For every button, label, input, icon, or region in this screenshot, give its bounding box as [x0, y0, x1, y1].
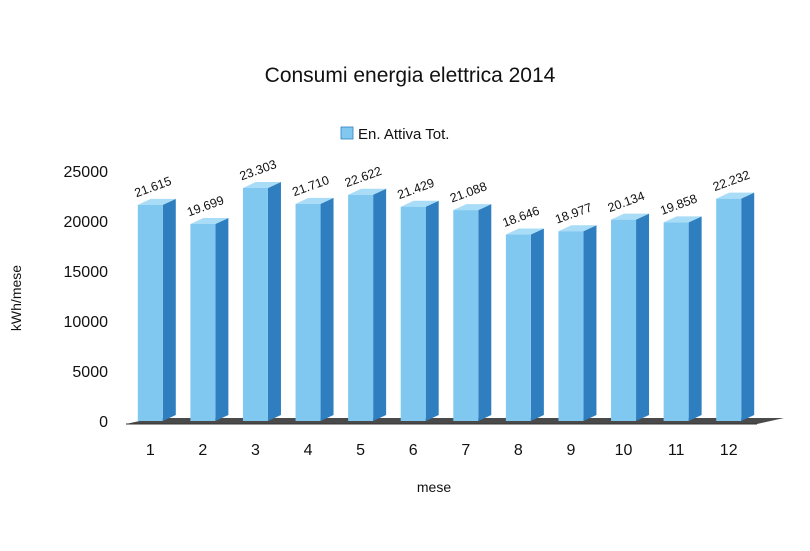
bar-12: [716, 192, 755, 421]
bar-front: [663, 222, 689, 421]
bar-front: [453, 210, 479, 421]
data-label: 21.710: [290, 173, 331, 199]
bar-front: [716, 198, 742, 421]
bar-4: [295, 197, 334, 421]
data-label: 22.622: [343, 164, 384, 190]
bar-front: [190, 224, 216, 421]
bar-side: [162, 198, 176, 421]
bar-10: [611, 213, 650, 421]
bar-side: [688, 216, 702, 421]
x-tick-label: 1: [146, 442, 155, 459]
bar-top: [505, 228, 544, 235]
x-tick-label: 7: [461, 442, 470, 459]
bar-top: [400, 200, 439, 207]
y-tick-label: 5000: [72, 364, 108, 381]
data-label: 21.615: [133, 174, 174, 200]
bar-side: [636, 213, 650, 421]
bar-front: [611, 219, 637, 421]
data-label: 18.977: [553, 200, 594, 226]
bar-top: [348, 188, 387, 195]
data-label: 19.699: [185, 193, 226, 219]
bar-side: [478, 204, 492, 421]
data-label: 21.088: [448, 179, 489, 205]
bar-top: [190, 218, 229, 225]
x-tick-label: 4: [304, 442, 313, 459]
data-label: 23.303: [238, 157, 279, 183]
bar-top: [558, 225, 597, 232]
bar-front: [400, 206, 426, 421]
bar-5: [348, 188, 387, 421]
bar-top: [611, 213, 650, 220]
bar-side: [741, 192, 755, 421]
bar-1: [137, 198, 176, 421]
x-tick-label: 9: [567, 442, 576, 459]
y-tick-label: 20000: [64, 214, 109, 231]
legend-swatch: [340, 126, 354, 140]
data-label: 20.134: [606, 189, 647, 215]
bar-11: [663, 216, 702, 421]
data-label: 19.858: [658, 192, 699, 218]
bar-front: [348, 194, 374, 421]
bar-side: [215, 218, 229, 421]
bar-top: [295, 197, 334, 204]
y-tick-label: 10000: [64, 314, 109, 331]
legend: En. Attiva Tot.: [340, 126, 449, 143]
x-axis-label: mese: [417, 479, 451, 495]
bar-side: [320, 197, 334, 421]
bar-top: [663, 216, 702, 223]
bar-top: [453, 204, 492, 211]
x-tick-label: 11: [668, 442, 685, 459]
y-tick-label: 25000: [64, 164, 109, 181]
data-label: 22.232: [711, 168, 752, 194]
y-tick-label: 15000: [64, 264, 109, 281]
bar-side: [267, 181, 281, 421]
bar-2: [190, 218, 229, 421]
x-tick-label: 5: [356, 442, 365, 459]
x-tick-label: 3: [251, 442, 260, 459]
bar-front: [137, 204, 163, 421]
bar-7: [453, 204, 492, 421]
bar-side: [583, 225, 597, 421]
bar-top: [242, 181, 281, 188]
x-tick-label: 8: [514, 442, 523, 459]
y-tick-label: 0: [99, 414, 108, 431]
bar-top: [137, 198, 176, 205]
bar-top: [716, 192, 755, 199]
chart-title: Consumi energia elettrica 2014: [265, 64, 556, 87]
data-label: 18.646: [501, 204, 542, 230]
bar-8: [505, 228, 544, 421]
bar-3: [242, 181, 281, 421]
bar-9: [558, 225, 597, 421]
bar-side: [373, 188, 387, 421]
bar-6: [400, 200, 439, 421]
x-tick-label: 2: [198, 442, 207, 459]
bar-side: [425, 200, 439, 421]
y-axis-label: kWh/mese: [8, 265, 24, 331]
bar-front: [505, 234, 531, 421]
bar-front: [558, 231, 584, 421]
data-label: 21.429: [395, 176, 436, 202]
x-tick-label: 12: [720, 442, 738, 459]
bar-front: [295, 203, 321, 421]
bar-front: [242, 187, 268, 421]
x-tick-label: 6: [409, 442, 418, 459]
bar-side: [530, 228, 544, 421]
x-tick-label: 10: [615, 442, 633, 459]
legend-label: En. Attiva Tot.: [358, 126, 449, 143]
